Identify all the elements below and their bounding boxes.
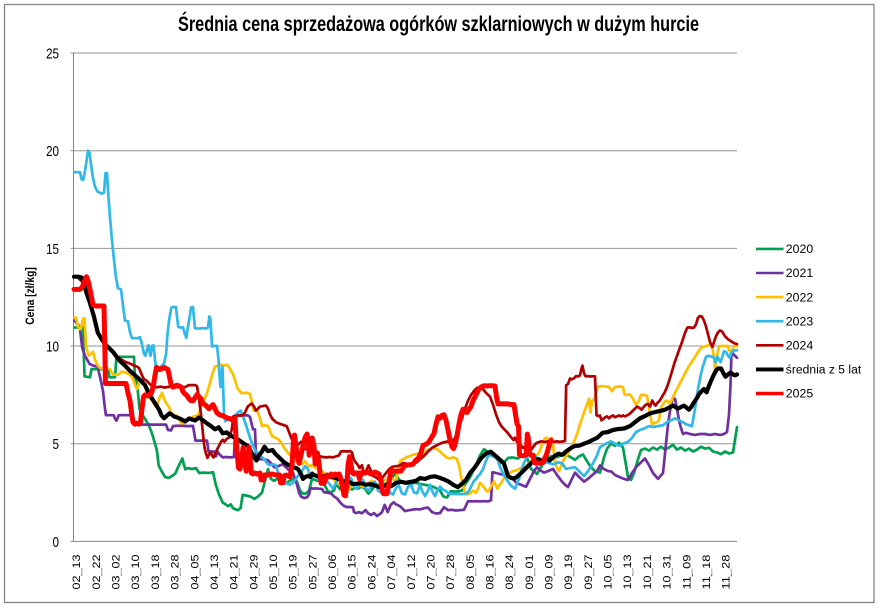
svg-text:09_09: 09_09 [544,555,556,590]
svg-text:08_16: 08_16 [485,555,497,590]
svg-text:20: 20 [46,143,59,160]
svg-text:09_27: 09_27 [583,555,595,590]
svg-text:11_09: 11_09 [681,555,693,590]
svg-text:07_20: 07_20 [425,555,437,590]
svg-text:2025: 2025 [786,389,813,401]
svg-text:10_21: 10_21 [642,555,654,590]
svg-text:05_10: 05_10 [268,555,280,590]
svg-text:03_02: 03_02 [111,555,123,590]
svg-text:04_29: 04_29 [248,555,260,590]
svg-text:03_18: 03_18 [150,555,162,590]
svg-text:08_24: 08_24 [504,555,516,590]
svg-text:11_18: 11_18 [701,555,713,590]
svg-text:07_28: 07_28 [445,555,457,590]
svg-text:10_31: 10_31 [662,555,674,590]
svg-text:2023: 2023 [786,316,813,328]
svg-text:09_19: 09_19 [563,555,575,590]
svg-text:Średnia cena sprzedażowa ogórk: Średnia cena sprzedażowa ogórków szklarn… [178,12,699,36]
svg-text:25: 25 [46,45,59,62]
svg-text:07_12: 07_12 [406,555,418,590]
svg-text:08_05: 08_05 [465,555,477,590]
svg-text:06_24: 06_24 [366,555,378,590]
svg-text:05_27: 05_27 [307,555,319,590]
svg-text:2021: 2021 [786,268,813,280]
svg-text:07_04: 07_04 [386,555,398,590]
svg-text:04_13: 04_13 [209,555,221,590]
svg-text:5: 5 [53,436,60,453]
svg-text:10: 10 [46,338,59,355]
svg-text:2022: 2022 [786,292,813,304]
svg-text:04_05: 04_05 [189,555,201,590]
svg-text:0: 0 [53,534,60,551]
svg-text:03_28: 03_28 [170,555,182,590]
svg-text:04_21: 04_21 [229,555,241,590]
svg-text:02_13: 02_13 [71,555,83,590]
svg-text:2020: 2020 [786,244,813,256]
svg-text:06_06: 06_06 [327,555,339,590]
svg-text:10_13: 10_13 [622,555,634,590]
svg-text:05_19: 05_19 [288,555,300,590]
svg-text:10_05: 10_05 [603,555,615,590]
svg-text:2024: 2024 [786,341,814,353]
svg-text:Cena [zł/kg]: Cena [zł/kg] [23,267,37,325]
svg-text:03_10: 03_10 [130,555,142,590]
svg-text:11_28: 11_28 [721,555,733,590]
svg-text:09_01: 09_01 [524,555,536,590]
svg-text:06_15: 06_15 [347,555,359,590]
svg-text:15: 15 [46,241,59,258]
svg-text:02_22: 02_22 [91,555,103,590]
svg-text:średnia z 5 lat: średnia z 5 lat [786,365,862,377]
